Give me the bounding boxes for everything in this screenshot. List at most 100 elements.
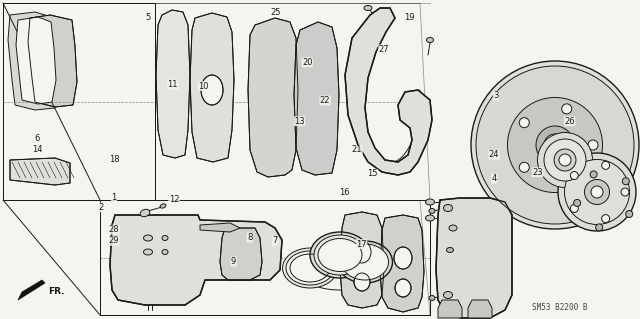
- Text: 22: 22: [320, 96, 330, 105]
- Ellipse shape: [562, 176, 572, 186]
- Ellipse shape: [621, 188, 629, 196]
- Text: 9: 9: [231, 257, 236, 266]
- Ellipse shape: [588, 140, 598, 150]
- Ellipse shape: [602, 161, 610, 169]
- Ellipse shape: [426, 38, 433, 42]
- Text: 14: 14: [32, 145, 42, 154]
- Ellipse shape: [591, 186, 603, 198]
- Text: 8: 8: [247, 233, 252, 242]
- Text: 13: 13: [294, 117, 305, 126]
- Ellipse shape: [162, 235, 168, 241]
- Text: 19: 19: [404, 13, 415, 22]
- Ellipse shape: [519, 162, 529, 172]
- Polygon shape: [200, 223, 240, 232]
- Ellipse shape: [538, 132, 593, 188]
- Ellipse shape: [143, 249, 152, 255]
- Ellipse shape: [429, 209, 435, 213]
- Ellipse shape: [364, 5, 372, 11]
- Polygon shape: [436, 198, 512, 318]
- Polygon shape: [3, 3, 155, 200]
- Ellipse shape: [282, 248, 337, 288]
- Ellipse shape: [544, 139, 586, 181]
- Ellipse shape: [602, 215, 610, 223]
- Ellipse shape: [310, 232, 370, 278]
- Ellipse shape: [395, 279, 411, 297]
- Text: 11: 11: [168, 80, 178, 89]
- Polygon shape: [28, 15, 77, 107]
- Text: 27: 27: [379, 45, 389, 54]
- Ellipse shape: [426, 215, 435, 221]
- Text: 20: 20: [302, 58, 312, 67]
- Polygon shape: [340, 212, 384, 308]
- Ellipse shape: [584, 180, 609, 204]
- Text: SM53 B2200 B: SM53 B2200 B: [532, 303, 588, 313]
- Polygon shape: [438, 300, 462, 318]
- Text: 5: 5: [146, 13, 151, 22]
- Ellipse shape: [562, 104, 572, 114]
- Ellipse shape: [476, 66, 634, 224]
- Ellipse shape: [508, 98, 602, 192]
- Text: 2: 2: [99, 203, 104, 212]
- Ellipse shape: [570, 204, 579, 212]
- Ellipse shape: [444, 204, 452, 211]
- Polygon shape: [156, 10, 190, 158]
- Text: 23: 23: [532, 168, 543, 177]
- Text: 26: 26: [564, 117, 575, 126]
- Polygon shape: [345, 8, 432, 175]
- Polygon shape: [10, 158, 70, 185]
- Text: 16: 16: [339, 189, 349, 197]
- Text: 1: 1: [111, 193, 116, 202]
- Text: 21: 21: [352, 145, 362, 154]
- Text: 17: 17: [356, 240, 367, 249]
- Ellipse shape: [162, 249, 168, 255]
- Ellipse shape: [143, 235, 152, 241]
- Text: 24: 24: [489, 150, 499, 159]
- Polygon shape: [100, 200, 430, 315]
- Ellipse shape: [342, 244, 388, 280]
- Ellipse shape: [160, 204, 166, 208]
- Ellipse shape: [590, 171, 597, 178]
- Ellipse shape: [449, 225, 457, 231]
- Ellipse shape: [519, 118, 529, 128]
- Ellipse shape: [318, 239, 362, 271]
- Polygon shape: [18, 280, 45, 300]
- Text: 29: 29: [109, 236, 119, 245]
- Ellipse shape: [314, 235, 366, 275]
- Polygon shape: [220, 228, 262, 280]
- Polygon shape: [294, 22, 339, 175]
- Text: 6: 6: [35, 134, 40, 143]
- Ellipse shape: [429, 295, 435, 300]
- Text: 7: 7: [273, 236, 278, 245]
- Ellipse shape: [536, 126, 574, 164]
- Ellipse shape: [622, 178, 629, 185]
- Text: 3: 3: [493, 91, 499, 100]
- Ellipse shape: [353, 241, 371, 263]
- Text: FR.: FR.: [48, 287, 65, 296]
- Ellipse shape: [573, 199, 580, 206]
- Polygon shape: [248, 18, 298, 177]
- Ellipse shape: [564, 160, 630, 225]
- Text: 18: 18: [109, 155, 119, 164]
- Polygon shape: [110, 215, 282, 305]
- Ellipse shape: [558, 153, 636, 231]
- Text: 15: 15: [367, 169, 378, 178]
- Polygon shape: [16, 17, 56, 104]
- Ellipse shape: [444, 292, 452, 299]
- Polygon shape: [190, 13, 234, 162]
- Ellipse shape: [471, 61, 639, 229]
- Text: 25: 25: [270, 8, 280, 17]
- Ellipse shape: [559, 154, 571, 166]
- Ellipse shape: [394, 247, 412, 269]
- Ellipse shape: [544, 134, 566, 156]
- Ellipse shape: [626, 211, 633, 218]
- Text: 4: 4: [492, 174, 497, 183]
- Polygon shape: [468, 300, 492, 318]
- Ellipse shape: [140, 209, 150, 217]
- Ellipse shape: [426, 199, 435, 205]
- Ellipse shape: [286, 251, 334, 285]
- Ellipse shape: [447, 248, 454, 253]
- Text: 28: 28: [109, 225, 119, 234]
- Text: 12: 12: [169, 195, 179, 204]
- Ellipse shape: [337, 241, 392, 283]
- Ellipse shape: [596, 224, 603, 231]
